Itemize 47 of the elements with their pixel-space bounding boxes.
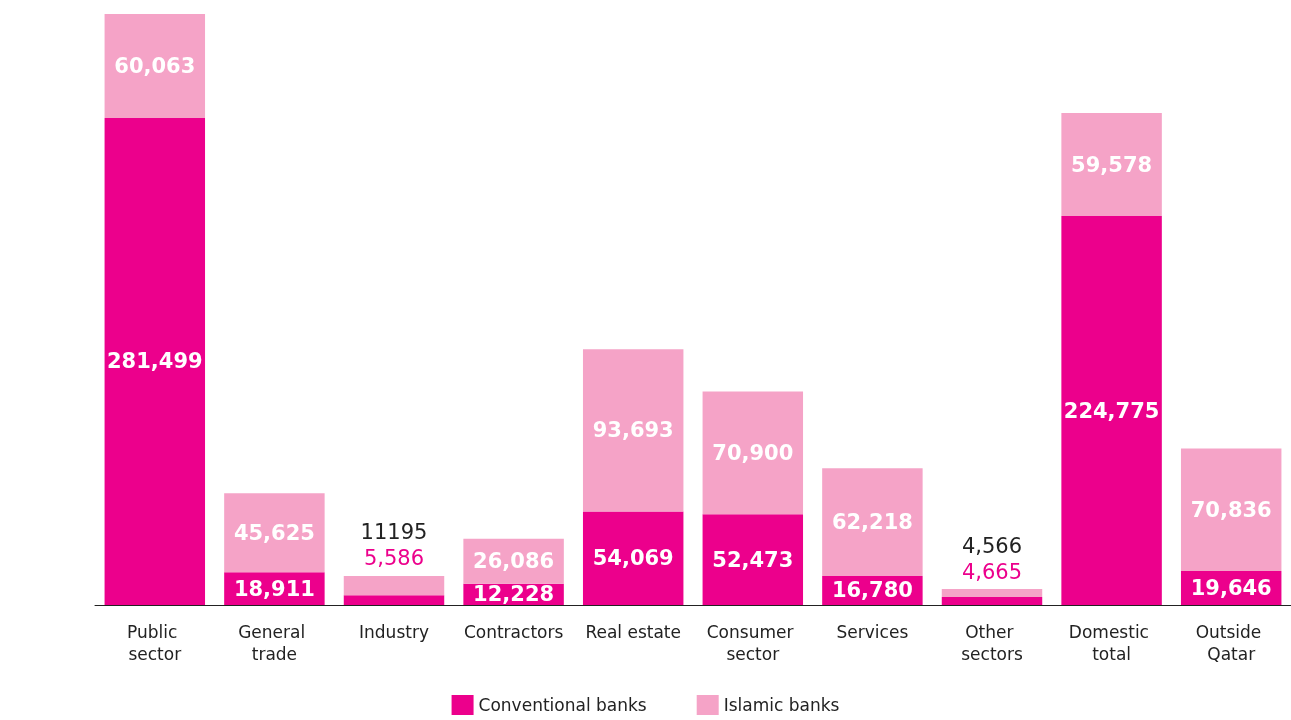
bar xyxy=(702,514,804,605)
data-label: 70,836 xyxy=(1190,497,1272,522)
bar xyxy=(582,511,684,605)
bar xyxy=(104,117,206,605)
x-tick-label: Public sector xyxy=(126,622,183,664)
data-label: 18,911 xyxy=(233,576,315,601)
bar xyxy=(343,595,445,605)
bar xyxy=(1061,216,1162,605)
data-label: 224,775 xyxy=(1063,398,1160,423)
data-label: 62,218 xyxy=(831,510,913,535)
data-label: 59,578 xyxy=(1071,152,1153,177)
data-label: 70,900 xyxy=(712,440,794,465)
x-tick-label: Outside Qatar xyxy=(1195,622,1267,664)
x-tick-label: Real estate xyxy=(585,622,681,642)
bar xyxy=(702,391,804,515)
bar xyxy=(1180,448,1282,572)
x-tick-label: Contractors xyxy=(463,622,564,642)
data-label: 16,780 xyxy=(831,578,913,603)
legend-label: Conventional banks xyxy=(478,695,647,715)
bar xyxy=(104,14,206,118)
bar xyxy=(1061,112,1162,217)
data-label: 93,693 xyxy=(592,418,674,443)
data-label: 4,566 xyxy=(961,533,1023,558)
bar xyxy=(941,589,1043,597)
data-label: 60,063 xyxy=(114,53,196,78)
data-label: 281,499 xyxy=(106,349,203,374)
x-tick-label: Domestic total xyxy=(1068,622,1155,664)
data-label: 54,069 xyxy=(592,546,674,571)
bar xyxy=(822,468,923,576)
x-tick-label: Consumer sector xyxy=(706,622,799,664)
data-label: 52,473 xyxy=(712,547,794,572)
bar xyxy=(582,349,684,512)
data-label: 4,665 xyxy=(961,559,1023,584)
data-label: 12,228 xyxy=(473,582,555,607)
x-tick-label: Industry xyxy=(359,622,429,642)
data-label: 5,586 xyxy=(363,546,425,571)
data-label: 26,086 xyxy=(473,549,555,574)
bar xyxy=(343,575,445,596)
data-label: 11195 xyxy=(360,520,428,545)
data-label: 19,646 xyxy=(1190,576,1272,600)
bar xyxy=(224,493,325,573)
legend-label: Islamic banks xyxy=(723,695,840,715)
x-tick-label: Other sectors xyxy=(961,622,1023,664)
data-label: 45,625 xyxy=(233,520,315,545)
bar xyxy=(941,596,1043,605)
x-tick-label: General trade xyxy=(238,622,311,664)
x-tick-label: Services xyxy=(836,622,909,642)
